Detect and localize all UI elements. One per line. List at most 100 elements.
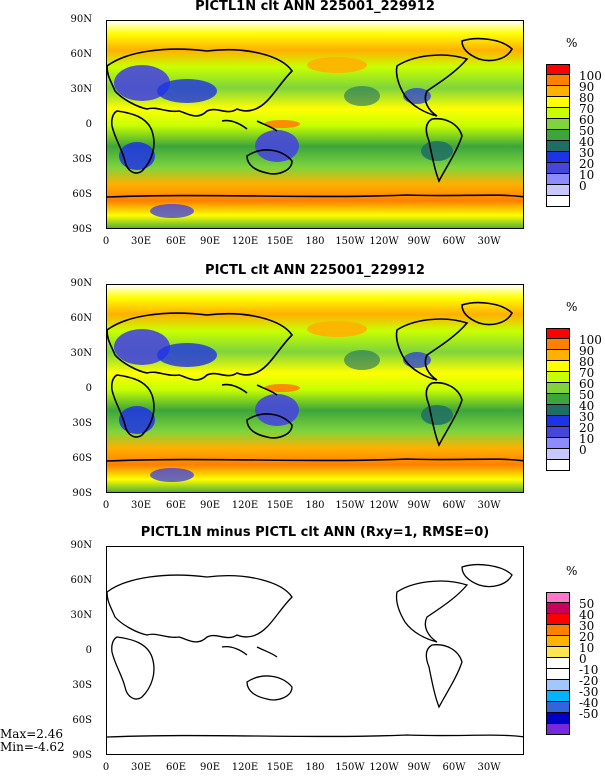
legend-swatch: [546, 614, 570, 625]
legend-swatch: [546, 603, 570, 614]
lon-label: 180: [305, 236, 325, 247]
legend-swatch: [546, 350, 570, 361]
legend-label: 100: [579, 69, 602, 83]
lat-label: 90N: [70, 540, 92, 551]
lon-label: 90W: [407, 236, 431, 247]
lon-label: 150E: [266, 236, 294, 247]
lon-label: 120E: [231, 762, 259, 773]
legend-swatch: [546, 196, 570, 207]
lat-label: 60N: [70, 49, 92, 60]
legend-label: 60: [579, 113, 595, 127]
lat-label: 30S: [72, 154, 92, 165]
legend-label: 40: [579, 135, 595, 149]
lon-label: 90W: [407, 500, 431, 511]
lat-label: 60S: [72, 453, 92, 464]
legend-swatch: [546, 152, 570, 163]
lon-label: 150E: [266, 500, 294, 511]
legend-unit: %: [566, 564, 578, 578]
legend-swatch: [546, 394, 570, 405]
lat-label: 90N: [70, 14, 92, 25]
lon-label: 60W: [442, 762, 466, 773]
legend-label: 70: [579, 366, 595, 380]
legend-label: 0: [579, 652, 587, 666]
lat-label: 90S: [72, 224, 92, 235]
legend-swatch: [546, 86, 570, 97]
legend-label: 10: [579, 432, 595, 446]
legend-swatch: [546, 130, 570, 141]
legend-label: -30: [579, 685, 599, 699]
lon-label: 60E: [165, 762, 187, 773]
lon-label: 150W: [335, 236, 365, 247]
lat-label: 0: [85, 383, 92, 394]
lon-label: 120W: [369, 762, 399, 773]
legend-swatch: [546, 647, 570, 658]
legend-label: -50: [579, 707, 599, 721]
legend-label: 0: [579, 179, 587, 193]
map-plot: [106, 284, 524, 493]
legend-label: -40: [579, 696, 599, 710]
legend-swatch: [546, 625, 570, 636]
legend-label: 90: [579, 80, 595, 94]
lon-label: 0: [102, 500, 110, 511]
panel-2: PICTL clt ANN 225001_229912: [0, 263, 605, 522]
legend-label: 10: [579, 168, 595, 182]
legend-unit: %: [566, 300, 578, 314]
lon-label: 120E: [231, 500, 259, 511]
lon-label: 120E: [231, 236, 259, 247]
legend-swatch: [546, 691, 570, 702]
lon-label: 30W: [477, 500, 501, 511]
legend-swatch: [546, 372, 570, 383]
lon-label: 90E: [199, 500, 221, 511]
legend-swatch: [546, 339, 570, 350]
lat-label: 90S: [72, 488, 92, 499]
lon-label: 30E: [130, 236, 152, 247]
legend-swatch: [546, 64, 570, 75]
legend-swatch: [546, 141, 570, 152]
cloud-fraction-map: [107, 21, 523, 228]
min-stat: Min=-4.62: [0, 740, 65, 754]
max-stat: Max=2.46: [0, 727, 63, 741]
lon-label: 0: [102, 236, 110, 247]
panel-title: PICTL1N minus PICTL clt ANN (Rxy=1, RMSE…: [140, 525, 490, 540]
legend-swatch: [546, 108, 570, 119]
legend-label: 80: [579, 91, 595, 105]
lat-label: 90N: [70, 278, 92, 289]
lat-label: 30N: [70, 610, 92, 621]
legend-label: 10: [579, 641, 595, 655]
legend-swatch: [546, 724, 570, 735]
difference-map: [107, 547, 523, 754]
lat-label: 60N: [70, 313, 92, 324]
legend-label: 50: [579, 124, 595, 138]
legend-swatch: [546, 97, 570, 108]
legend-swatch: [546, 174, 570, 185]
lon-label: 90W: [407, 762, 431, 773]
lat-label: 0: [85, 119, 92, 130]
lon-label: 150W: [335, 500, 365, 511]
legend-label: 90: [579, 344, 595, 358]
lon-label: 30W: [477, 236, 501, 247]
color-legend: [546, 64, 570, 207]
legend-swatch: [546, 361, 570, 372]
lon-label: 60E: [165, 236, 187, 247]
legend-label: 20: [579, 157, 595, 171]
lat-label: 0: [85, 645, 92, 656]
lat-label: 60S: [72, 715, 92, 726]
lat-label: 90S: [72, 750, 92, 761]
legend-label: 50: [579, 388, 595, 402]
panel-title: PICTL1N clt ANN 225001_229912: [195, 0, 435, 14]
panel-1: PICTL1N clt ANN 225001_229912: [0, 0, 605, 258]
legend-swatch: [546, 185, 570, 196]
lon-label: 180: [305, 762, 325, 773]
legend-swatch: [546, 405, 570, 416]
panel-title: PICTL clt ANN 225001_229912: [205, 263, 425, 278]
lon-label: 120W: [369, 236, 399, 247]
lat-label: 60S: [72, 189, 92, 200]
lon-label: 60W: [442, 236, 466, 247]
lon-label: 0: [102, 762, 110, 773]
legend-swatch: [546, 658, 570, 669]
legend-label: 40: [579, 608, 595, 622]
lon-label: 30W: [477, 762, 501, 773]
legend-swatch: [546, 713, 570, 724]
legend-label: 30: [579, 146, 595, 160]
legend-swatch: [546, 427, 570, 438]
